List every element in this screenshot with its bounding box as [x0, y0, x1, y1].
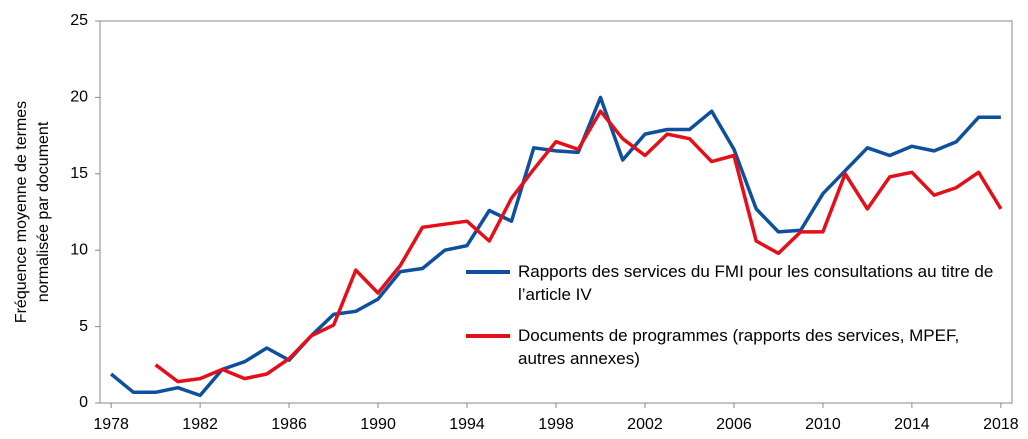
data-line: [154, 109, 1003, 384]
x-tick-label: 1994: [449, 416, 485, 433]
x-tick-label: 1998: [538, 416, 574, 433]
legend-swatch: [466, 270, 510, 274]
y-axis-label: normalisée par document: [35, 121, 52, 302]
legend: Rapports des services du FMI pour les co…: [466, 260, 1026, 388]
x-tick-label: 2006: [716, 416, 752, 433]
y-tick-label: 5: [79, 318, 88, 335]
data-line: [109, 95, 1001, 398]
y-axis-label: Fréquence moyenne de termes: [13, 101, 30, 323]
x-tick-label: 1978: [93, 416, 129, 433]
y-tick-label: 0: [79, 394, 88, 411]
legend-swatch: [466, 334, 510, 338]
x-tick-label: 1990: [360, 416, 396, 433]
y-tick-label: 10: [70, 241, 88, 258]
y-tick-label: 20: [70, 89, 88, 106]
x-tick-label: 2014: [894, 416, 930, 433]
x-tick-label: 2018: [983, 416, 1019, 433]
x-tick-label: 1986: [271, 416, 307, 433]
x-tick-label: 1982: [182, 416, 218, 433]
legend-item: Documents de programmes (rapports des se…: [466, 324, 1026, 370]
legend-label: Documents de programmes (rapports des se…: [518, 326, 960, 368]
y-tick-label: 15: [70, 165, 88, 182]
legend-item: Rapports des services du FMI pour les co…: [466, 260, 1026, 306]
legend-label: Rapports des services du FMI pour les co…: [518, 262, 994, 304]
x-tick-label: 2002: [627, 416, 663, 433]
x-tick-label: 2010: [805, 416, 841, 433]
y-tick-label: 25: [70, 12, 88, 29]
